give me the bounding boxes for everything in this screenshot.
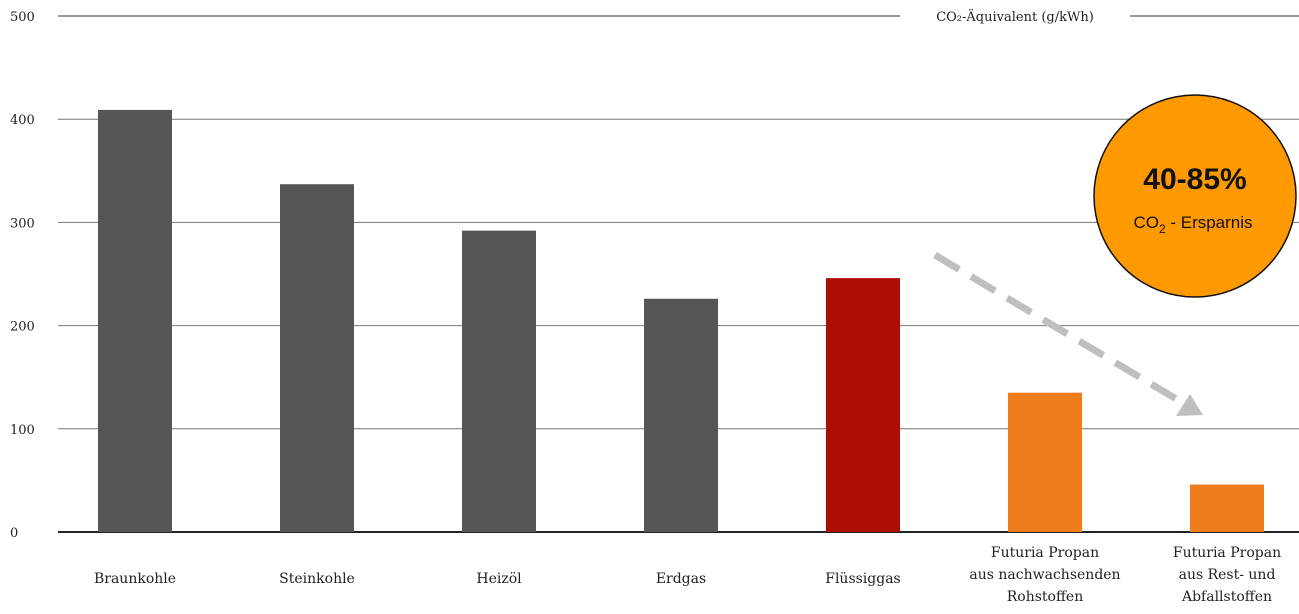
- x-tick-label: Futuria Propan aus Rest- und Abfallstoffen: [1173, 545, 1281, 605]
- bars: [98, 109, 1264, 533]
- savings-badge: 40-85% CO2 - Ersparnis: [1093, 94, 1297, 298]
- bar: [826, 278, 900, 532]
- y-tick-label: 200: [10, 320, 35, 335]
- y-tick-label: 400: [10, 113, 35, 128]
- bar: [98, 109, 172, 533]
- x-tick-label: Erdgas: [656, 571, 706, 587]
- arrow-shaft: [933, 251, 1185, 407]
- unit-label: CO₂-Äquivalent (g/kWh): [936, 8, 1094, 25]
- bar: [644, 298, 718, 532]
- y-tick-label: 500: [10, 10, 35, 25]
- trend-arrow: [933, 251, 1203, 416]
- y-tick-label: 0: [10, 526, 18, 541]
- bar: [280, 184, 354, 532]
- bar: [1190, 484, 1264, 532]
- x-tick-label: Steinkohle: [279, 571, 355, 587]
- y-tick-label: 100: [10, 423, 35, 438]
- x-tick-label: Heizöl: [476, 571, 522, 587]
- arrow-head: [1176, 394, 1203, 416]
- badge-subtitle: CO2 - Ersparnis: [1133, 213, 1252, 236]
- x-tick-label: Futuria Propan aus nachwachsenden Rohstoff…: [969, 545, 1120, 605]
- badge-headline: 40-85%: [1143, 163, 1246, 196]
- x-tick-label: Flüssiggas: [825, 571, 901, 587]
- y-tick-label: 300: [10, 216, 35, 231]
- badge-circle: [1093, 94, 1297, 298]
- bar: [462, 230, 536, 532]
- y-axis-ticks: 0 100 200 300 400 500: [10, 10, 35, 541]
- bar: [1008, 392, 1082, 532]
- x-axis-labels: Braunkohle Steinkohle Heizöl Erdgas Flüssigg…: [94, 545, 1281, 605]
- x-tick-label: Braunkohle: [94, 571, 176, 587]
